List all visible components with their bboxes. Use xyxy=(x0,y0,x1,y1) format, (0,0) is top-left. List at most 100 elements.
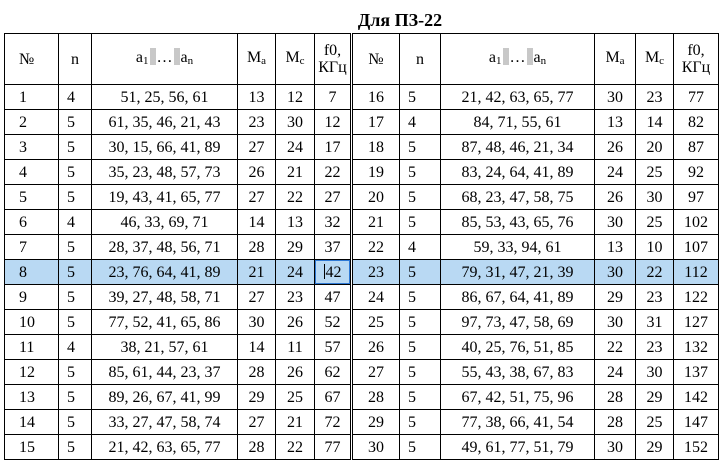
variant-number-right[interactable]: 27 xyxy=(350,359,400,385)
table-row[interactable]: 5 5 19, 43, 41, 65, 77 27 22 27 20 5 68, 23, 47,… xyxy=(4,184,719,210)
f0-value-right[interactable]: 82 xyxy=(673,109,719,135)
ma-value-left[interactable]: 30 xyxy=(237,309,276,335)
variant-number-left[interactable]: 3 xyxy=(4,134,59,160)
a-values-left[interactable]: 19, 43, 41, 65, 77 xyxy=(91,184,238,210)
f0-value-left[interactable]: 57 xyxy=(314,334,352,360)
mc-value-right[interactable]: 29 xyxy=(635,384,674,410)
n-value-right[interactable]: 5 xyxy=(399,209,441,235)
a-values-right[interactable]: 68, 23, 47, 58, 75 xyxy=(440,184,595,210)
mc-value-right[interactable]: 22 xyxy=(635,259,674,285)
table-row[interactable]: 10 5 77, 52, 41, 65, 86 30 26 52 25 5 97, 73, 47… xyxy=(4,309,719,335)
a-values-left[interactable]: 85, 61, 44, 23, 37 xyxy=(91,359,238,385)
ma-value-right[interactable]: 30 xyxy=(594,259,636,285)
variant-number-right[interactable]: 25 xyxy=(350,309,400,335)
table-row[interactable]: 13 5 89, 26, 67, 41, 99 29 25 67 28 5 67, 42, 51… xyxy=(4,384,719,410)
f0-value-left[interactable]: 17 xyxy=(314,134,352,160)
n-value-left[interactable]: 5 xyxy=(58,359,92,385)
n-value-left[interactable]: 5 xyxy=(58,284,92,310)
a-values-right[interactable]: 97, 73, 47, 58, 69 xyxy=(440,309,595,335)
n-value-right[interactable]: 5 xyxy=(399,259,441,285)
a-values-left[interactable]: 28, 37, 48, 56, 71 xyxy=(91,234,238,260)
f0-value-left[interactable]: 52 xyxy=(314,309,352,335)
a-values-left[interactable]: 30, 15, 66, 41, 89 xyxy=(91,134,238,160)
variant-number-left[interactable]: 11 xyxy=(4,334,59,360)
n-value-right[interactable]: 5 xyxy=(399,434,441,460)
f0-value-left[interactable]: 72 xyxy=(314,409,352,435)
header-n[interactable]: n xyxy=(58,33,92,85)
variant-number-right[interactable]: 20 xyxy=(350,184,400,210)
f0-value-right[interactable]: 107 xyxy=(673,234,719,260)
table-row[interactable]: 14 5 33, 27, 47, 58, 74 27 21 72 29 5 77, 38, 66… xyxy=(4,409,719,435)
table-row[interactable]: 1 4 51, 25, 56, 61 13 12 7 16 5 21, 42, 63, 65, … xyxy=(4,84,719,110)
ma-value-left[interactable]: 27 xyxy=(237,284,276,310)
n-value-right[interactable]: 4 xyxy=(399,109,441,135)
table-row[interactable]: 15 5 21, 42, 63, 65, 77 28 22 77 30 5 49, 61, 77… xyxy=(4,434,719,460)
ma-value-left[interactable]: 13 xyxy=(237,84,276,110)
ma-value-right[interactable]: 24 xyxy=(594,159,636,185)
mc-value-left[interactable]: 21 xyxy=(275,159,315,185)
header-f-right[interactable]: f0, КГц xyxy=(673,33,719,85)
variant-number-left[interactable]: 9 xyxy=(4,284,59,310)
n-value-right[interactable]: 5 xyxy=(399,409,441,435)
mc-value-left[interactable]: 24 xyxy=(275,134,315,160)
n-value-right[interactable]: 5 xyxy=(399,384,441,410)
variant-number-right[interactable]: 23 xyxy=(350,259,400,285)
f0-value-left[interactable]: 7 xyxy=(314,84,352,110)
mc-value-right[interactable]: 29 xyxy=(635,434,674,460)
n-value-left[interactable]: 5 xyxy=(58,434,92,460)
ma-value-right[interactable]: 30 xyxy=(594,84,636,110)
f0-value-right[interactable]: 112 xyxy=(673,259,719,285)
table-row[interactable]: 4 5 35, 23, 48, 57, 73 26 21 22 19 5 83, 24, 64,… xyxy=(4,159,719,185)
variant-number-right[interactable]: 22 xyxy=(350,234,400,260)
header-a-range-right[interactable]: a1… an xyxy=(440,33,595,85)
f0-value-right[interactable]: 147 xyxy=(673,409,719,435)
f0-value-left[interactable]: 42 xyxy=(314,259,352,285)
variant-number-right[interactable]: 24 xyxy=(350,284,400,310)
table-row[interactable]: 6 4 46, 33, 69, 71 14 13 32 21 5 85, 53, 43, 65,… xyxy=(4,209,719,235)
n-value-left[interactable]: 4 xyxy=(58,334,92,360)
variant-number-right[interactable]: 17 xyxy=(350,109,400,135)
variant-number-left[interactable]: 2 xyxy=(4,109,59,135)
a-values-right[interactable]: 55, 43, 38, 67, 83 xyxy=(440,359,595,385)
f0-value-left[interactable]: 47 xyxy=(314,284,352,310)
table-row[interactable]: 3 5 30, 15, 66, 41, 89 27 24 17 18 5 87, 48, 46,… xyxy=(4,134,719,160)
mc-value-right[interactable]: 10 xyxy=(635,234,674,260)
ma-value-left[interactable]: 14 xyxy=(237,334,276,360)
f0-value-left[interactable]: 77 xyxy=(314,434,352,460)
variant-number-left[interactable]: 7 xyxy=(4,234,59,260)
mc-value-right[interactable]: 31 xyxy=(635,309,674,335)
mc-value-left[interactable]: 22 xyxy=(275,184,315,210)
mc-value-left[interactable]: 26 xyxy=(275,359,315,385)
ma-value-right[interactable]: 26 xyxy=(594,184,636,210)
variant-number-right[interactable]: 29 xyxy=(350,409,400,435)
f0-value-right[interactable]: 152 xyxy=(673,434,719,460)
f0-value-right[interactable]: 97 xyxy=(673,184,719,210)
variant-number-left[interactable]: 13 xyxy=(4,384,59,410)
f0-value-left[interactable]: 62 xyxy=(314,359,352,385)
header-ma-right[interactable]: Ma xyxy=(594,33,636,85)
f0-value-right[interactable]: 127 xyxy=(673,309,719,335)
n-value-right[interactable]: 4 xyxy=(399,234,441,260)
n-value-left[interactable]: 5 xyxy=(58,259,92,285)
n-value-right[interactable]: 5 xyxy=(399,134,441,160)
n-value-right[interactable]: 5 xyxy=(399,309,441,335)
a-values-left[interactable]: 46, 33, 69, 71 xyxy=(91,209,238,235)
ma-value-left[interactable]: 21 xyxy=(237,259,276,285)
mc-value-right[interactable]: 20 xyxy=(635,134,674,160)
header-mc-right[interactable]: Mc xyxy=(635,33,674,85)
n-value-right[interactable]: 5 xyxy=(399,284,441,310)
n-value-right[interactable]: 5 xyxy=(399,84,441,110)
n-value-left[interactable]: 4 xyxy=(58,209,92,235)
ma-value-right[interactable]: 28 xyxy=(594,384,636,410)
a-values-right[interactable]: 79, 31, 47, 21, 39 xyxy=(440,259,595,285)
variant-number-left[interactable]: 15 xyxy=(4,434,59,460)
ma-value-right[interactable]: 22 xyxy=(594,334,636,360)
n-value-left[interactable]: 5 xyxy=(58,309,92,335)
a-values-right[interactable]: 87, 48, 46, 21, 34 xyxy=(440,134,595,160)
variant-number-left[interactable]: 1 xyxy=(4,84,59,110)
a-values-right[interactable]: 59, 33, 94, 61 xyxy=(440,234,595,260)
ma-value-right[interactable]: 13 xyxy=(594,109,636,135)
table-row[interactable]: 11 4 38, 21, 57, 61 14 11 57 26 5 40, 25, 76, 51… xyxy=(4,334,719,360)
n-value-right[interactable]: 5 xyxy=(399,184,441,210)
f0-value-right[interactable]: 137 xyxy=(673,359,719,385)
